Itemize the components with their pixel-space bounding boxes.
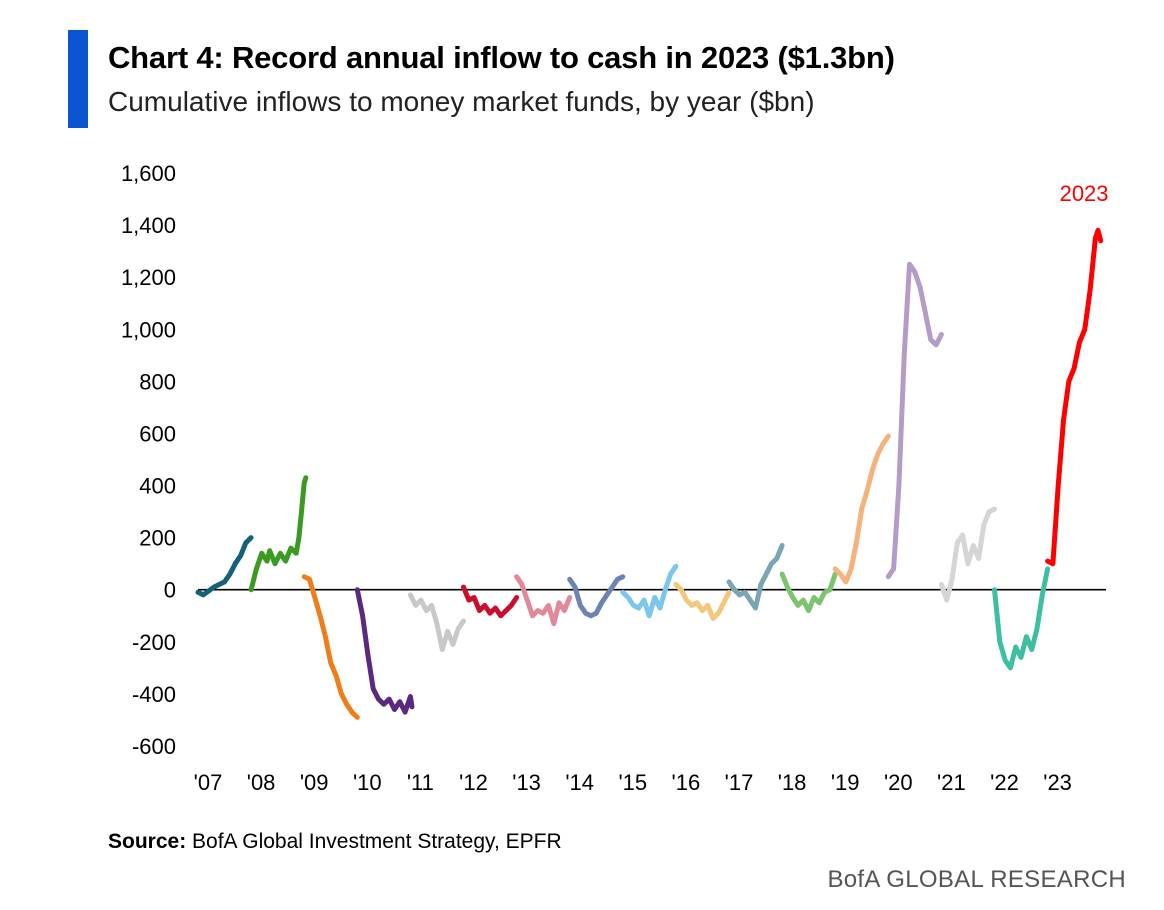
series-line-2013 (514, 574, 573, 627)
x-tick-label: '15 (618, 770, 647, 795)
x-tick-label: '12 (459, 770, 488, 795)
x-tick-label: '22 (990, 770, 1019, 795)
y-tick-label: 600 (139, 421, 176, 446)
y-tick-label: 800 (139, 369, 176, 394)
y-tick-label: 1,000 (121, 317, 176, 342)
series-line-2020 (885, 261, 944, 580)
series-line-2014 (567, 574, 626, 619)
x-tick-label: '11 (407, 770, 434, 795)
chart-title: Chart 4: Record annual inflow to cash in… (108, 40, 895, 75)
annotation-2023-label: 2023 (1060, 181, 1109, 206)
series-line-2023 (1045, 227, 1104, 567)
y-tick-label: -600 (132, 734, 176, 759)
brand-footer: BofA GLOBAL RESEARCH (827, 866, 1126, 893)
series-line-2018 (779, 571, 838, 614)
series-line-2017 (726, 543, 785, 611)
y-tick-label: 400 (139, 474, 176, 499)
x-tick-label: '16 (672, 770, 701, 795)
y-tick-label: -400 (132, 682, 176, 707)
accent-bar (68, 30, 88, 128)
source-text: BofA Global Investment Strategy, EPFR (192, 830, 562, 853)
x-tick-label: '08 (247, 770, 276, 795)
y-tick-label: 200 (139, 526, 176, 551)
y-tick-label: 1,600 (121, 161, 176, 186)
y-axis: 1,600 1,400 1,200 1,000 800 600 400 200 0 -200 -40… (121, 161, 176, 759)
series-line-2010 (354, 587, 415, 715)
x-tick-label: '17 (725, 770, 754, 795)
x-tick-label: '21 (937, 770, 966, 795)
series-line-2009 (301, 574, 360, 720)
x-tick-label: '19 (831, 770, 860, 795)
x-tick-label: '23 (1043, 770, 1072, 795)
series-line-2015 (620, 563, 679, 619)
series-line-2007 (195, 535, 254, 598)
x-tick-label: '20 (884, 770, 913, 795)
series-line-2012 (461, 584, 520, 619)
x-tick-label: '14 (565, 770, 594, 795)
y-tick-label: 1,200 (121, 265, 176, 290)
x-tick-label: '09 (300, 770, 329, 795)
x-tick-label: '13 (512, 770, 541, 795)
annotations: 2023 (1060, 181, 1109, 206)
line-chart: 1,600 1,400 1,200 1,000 800 600 400 200 0 -200 -40… (121, 161, 1109, 795)
chart-subtitle: Cumulative inflows to money market funds… (108, 86, 815, 117)
series-line-2008 (248, 475, 309, 593)
y-tick-label: 1,400 (121, 213, 176, 238)
x-tick-label: '07 (194, 770, 223, 795)
x-tick-label: '18 (778, 770, 807, 795)
x-axis: '07 '08 '09 '10 '11 '12 '13 '14 '15 '16 '17 '18 '19 '… (194, 770, 1072, 795)
source-note: Source: BofA Global Investment Strategy,… (108, 830, 562, 854)
source-label: Source: (108, 830, 187, 853)
series-line-2011 (407, 592, 466, 653)
series-line-2021 (938, 506, 997, 603)
series-line-2019 (832, 433, 891, 585)
x-tick-label: '10 (353, 770, 382, 795)
y-tick-label: 0 (164, 578, 176, 603)
series-group (195, 227, 1104, 720)
series-line-2016 (673, 582, 732, 621)
series-line-2022 (992, 566, 1051, 671)
y-tick-label: -200 (132, 630, 176, 655)
